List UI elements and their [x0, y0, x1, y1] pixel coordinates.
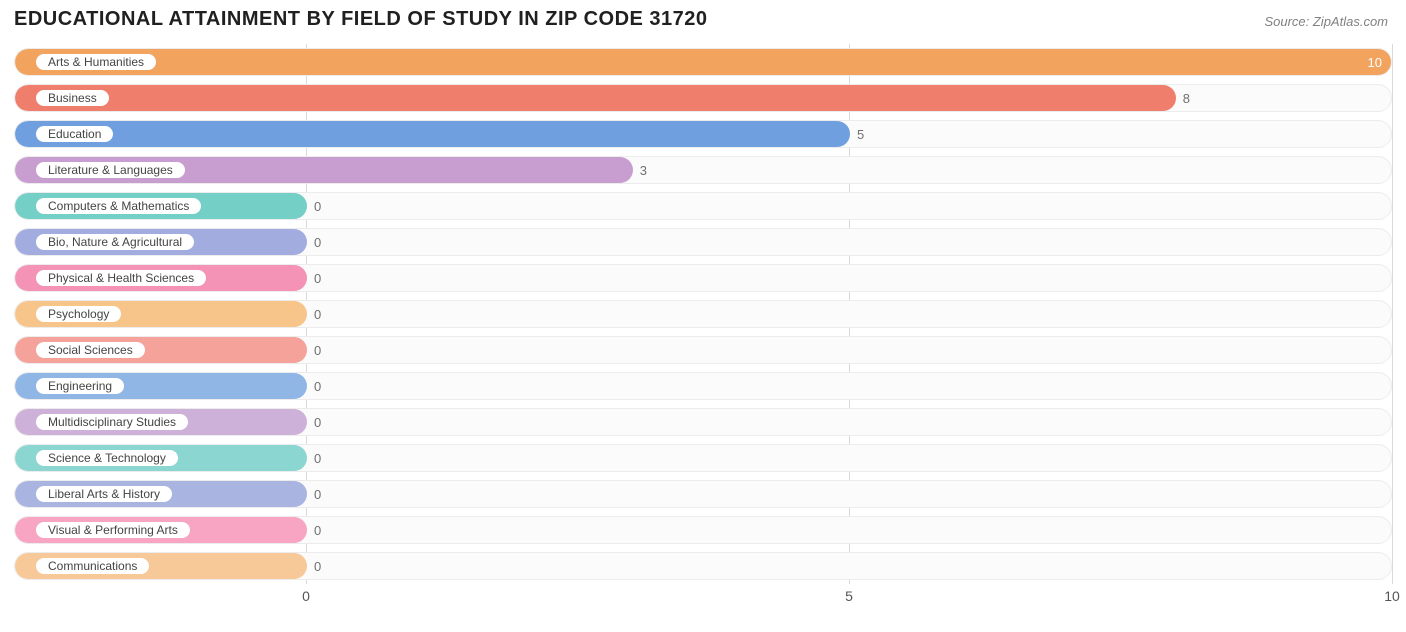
bar-row: Communications 0 [14, 548, 1392, 584]
bar-track [14, 192, 1392, 220]
bar-label-pill: Science & Technology [34, 448, 180, 468]
chart-plot-area: Arts & Humanities10Business8Education5Li… [14, 44, 1392, 584]
bar-row: Liberal Arts & History 0 [14, 476, 1392, 512]
bar-track [14, 300, 1392, 328]
bar-row: Arts & Humanities 10 [14, 44, 1392, 80]
chart-bars: Arts & Humanities10Business8Education5Li… [14, 44, 1392, 584]
bar-track [14, 228, 1392, 256]
bar-label-pill: Multidisciplinary Studies [34, 412, 190, 432]
bar-value-label: 0 [314, 440, 321, 476]
bar-row: Social Sciences 0 [14, 332, 1392, 368]
bar-row: Bio, Nature & Agricultural 0 [14, 224, 1392, 260]
bar-label-pill: Communications [34, 556, 151, 576]
bar-fill [15, 49, 1392, 75]
bar-value-label: 0 [314, 260, 321, 296]
bar-value-label: 0 [314, 296, 321, 332]
x-axis-tick: 5 [845, 588, 853, 604]
bar-value-label: 0 [314, 404, 321, 440]
bar-label-pill: Liberal Arts & History [34, 484, 174, 504]
bar-label-pill: Computers & Mathematics [34, 196, 203, 216]
bar-track [14, 480, 1392, 508]
bar-track [14, 408, 1392, 436]
bar-label-pill: Education [34, 124, 115, 144]
bar-row: Literature & Languages 3 [14, 152, 1392, 188]
bar-label-pill: Bio, Nature & Agricultural [34, 232, 196, 252]
x-axis-tick: 0 [302, 588, 310, 604]
bar-value-label: 10 [1368, 44, 1382, 80]
bar-fill [15, 85, 1176, 111]
bar-value-label: 5 [857, 116, 864, 152]
bar-row: Education 5 [14, 116, 1392, 152]
bar-track [14, 372, 1392, 400]
bar-value-label: 0 [314, 188, 321, 224]
bar-track [14, 336, 1392, 364]
bar-label-pill: Visual & Performing Arts [34, 520, 192, 540]
bar-value-label: 0 [314, 368, 321, 404]
bar-value-label: 0 [314, 476, 321, 512]
bar-label-pill: Arts & Humanities [34, 52, 158, 72]
bar-track [14, 264, 1392, 292]
bar-value-label: 8 [1183, 80, 1190, 116]
bar-label-pill: Engineering [34, 376, 126, 396]
bar-row: Visual & Performing Arts 0 [14, 512, 1392, 548]
bar-row: Multidisciplinary Studies 0 [14, 404, 1392, 440]
x-axis: 0510 [14, 588, 1392, 618]
bar-row: Engineering 0 [14, 368, 1392, 404]
bar-value-label: 0 [314, 512, 321, 548]
bar-track [14, 120, 1392, 148]
bar-row: Computers & Mathematics 0 [14, 188, 1392, 224]
bar-label-pill: Business [34, 88, 111, 108]
bar-track [14, 552, 1392, 580]
bar-row: Psychology 0 [14, 296, 1392, 332]
bar-value-label: 0 [314, 224, 321, 260]
bar-track [14, 48, 1392, 76]
bar-track [14, 156, 1392, 184]
bar-value-label: 3 [640, 152, 647, 188]
chart-title: EDUCATIONAL ATTAINMENT BY FIELD OF STUDY… [14, 8, 708, 31]
chart-source: Source: ZipAtlas.com [1264, 14, 1388, 29]
bar-label-pill: Psychology [34, 304, 123, 324]
bar-label-pill: Physical & Health Sciences [34, 268, 208, 288]
bar-value-label: 0 [314, 332, 321, 368]
bar-label-pill: Literature & Languages [34, 160, 187, 180]
bar-track [14, 444, 1392, 472]
bar-track [14, 516, 1392, 544]
bar-row: Business 8 [14, 80, 1392, 116]
bar-fill [15, 121, 850, 147]
x-axis-tick: 10 [1384, 588, 1400, 604]
bar-value-label: 0 [314, 548, 321, 584]
gridline [1392, 44, 1393, 584]
bar-row: Science & Technology 0 [14, 440, 1392, 476]
bar-label-pill: Social Sciences [34, 340, 147, 360]
bar-row: Physical & Health Sciences 0 [14, 260, 1392, 296]
